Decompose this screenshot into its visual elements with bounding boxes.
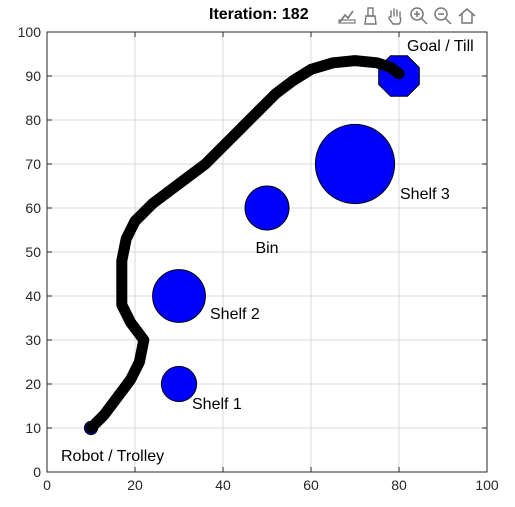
zoom-out-icon — [434, 7, 452, 25]
data-tips-icon — [338, 10, 356, 24]
x-tick-label: 20 — [127, 477, 143, 493]
pan-button[interactable] — [384, 5, 406, 27]
home-icon — [458, 8, 476, 24]
y-tick-label: 40 — [25, 288, 41, 304]
obstacle-circle — [244, 185, 290, 231]
zoom-in-icon — [410, 7, 428, 25]
x-tick-label: 100 — [475, 477, 499, 493]
zoom-in-button[interactable] — [408, 5, 430, 27]
obstacle-circle — [152, 269, 206, 323]
y-tick-label: 30 — [25, 332, 41, 348]
brush-icon — [364, 7, 377, 25]
start-label: Robot / Trolley — [61, 448, 164, 465]
y-tick-label: 70 — [25, 156, 41, 172]
obstacle-label: Shelf 1 — [192, 396, 242, 413]
y-tick-label: 80 — [25, 112, 41, 128]
y-tick-label: 50 — [25, 244, 41, 260]
pan-hand-icon — [388, 8, 402, 25]
y-tick-label: 100 — [18, 24, 42, 40]
brush-button[interactable] — [360, 5, 382, 27]
y-tick-label: 0 — [33, 464, 41, 480]
data-tips-button[interactable] — [336, 5, 358, 27]
chart-title: Iteration: 182 — [209, 6, 309, 23]
obstacle-label: Shelf 2 — [210, 306, 260, 323]
obstacle-circle — [314, 123, 396, 205]
obstacle-label: Shelf 3 — [400, 186, 450, 203]
x-tick-label: 60 — [303, 477, 319, 493]
axes-toolbar — [336, 5, 478, 27]
obstacle-circle — [160, 365, 198, 403]
x-tick-label: 80 — [391, 477, 407, 493]
x-tick-label: 40 — [215, 477, 231, 493]
y-tick-label: 60 — [25, 200, 41, 216]
y-tick-label: 90 — [25, 68, 41, 84]
robot-path — [85, 55, 405, 434]
obstacle-label: Bin — [255, 240, 278, 257]
y-tick-label: 10 — [25, 420, 41, 436]
home-button[interactable] — [456, 5, 478, 27]
goal-label: Goal / Till — [407, 38, 474, 55]
y-tick-label: 20 — [25, 376, 41, 392]
x-tick-label: 0 — [43, 477, 51, 493]
zoom-out-button[interactable] — [432, 5, 454, 27]
